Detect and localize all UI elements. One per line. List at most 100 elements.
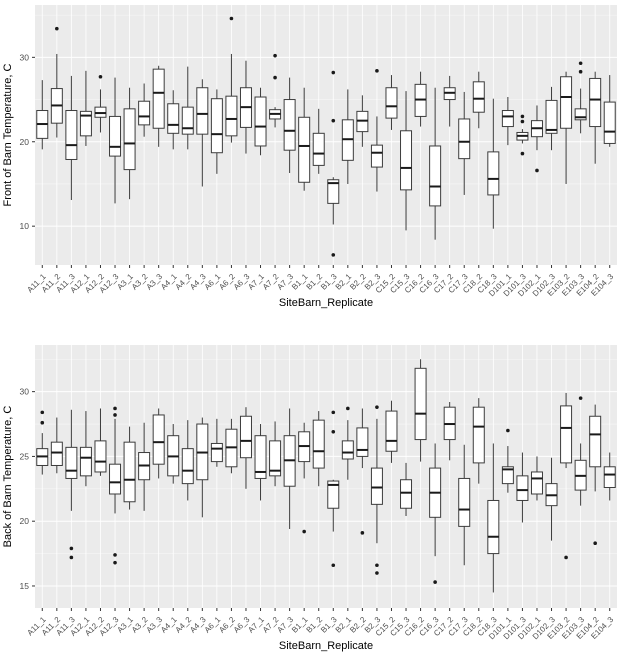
outlier-point <box>375 69 379 73</box>
iqr-box <box>400 130 413 191</box>
outlier-point <box>69 546 74 551</box>
boxplot-C18_3 <box>487 443 500 593</box>
iqr-box <box>589 77 602 128</box>
outlier-point <box>578 69 583 74</box>
boxplot-A11_1 <box>36 80 49 150</box>
outlier-point <box>375 571 379 575</box>
outlier-point <box>40 410 45 415</box>
boxplot-A4_1 <box>167 90 180 150</box>
boxplot-C18_2 <box>472 398 485 484</box>
back-barn-chart-figure: 15 20 25 30 A11_1 A11_2 A11_3 A12_1 A12_2 A12_3 A3… <box>0 312 623 655</box>
outlier-point <box>375 563 379 568</box>
boxplot-A6_1 <box>210 418 223 467</box>
outlier-point <box>113 406 117 411</box>
boxplot-A3_2 <box>138 83 151 137</box>
iqr-box <box>167 103 180 134</box>
y-axis: 15 20 25 30 <box>20 387 35 591</box>
boxplot-D101_3 <box>516 114 529 156</box>
outlier-point <box>113 553 117 557</box>
y-tick-label: 25 <box>20 451 30 461</box>
iqr-box <box>356 427 369 457</box>
iqr-box <box>429 145 442 207</box>
boxplot-C15_3 <box>400 91 413 231</box>
iqr-box <box>414 367 427 441</box>
boxplot-A4_3 <box>196 417 209 518</box>
outlier-point <box>360 531 365 535</box>
boxplot-B1_3 <box>327 410 340 568</box>
boxplot-A11_2 <box>50 417 63 474</box>
boxplot-D102_1 <box>530 456 543 501</box>
boxplot-A7_3 <box>283 408 296 529</box>
iqr-box <box>458 477 471 527</box>
outlier-point <box>520 119 525 124</box>
iqr-box <box>65 446 78 479</box>
iqr-box <box>298 116 311 183</box>
iqr-box <box>487 499 500 555</box>
boxplot-A6_2 <box>225 418 238 474</box>
y-axis-title: Back of Barn Temperature, C <box>2 406 14 548</box>
boxplot-A7_3 <box>283 77 296 173</box>
iqr-box <box>487 151 500 196</box>
boxplot-A12_1 <box>79 70 92 146</box>
x-axis: A11_1A11_2A11_3A12_1A12_2A12_3A3_1A3_2A3… <box>25 608 616 641</box>
iqr-box <box>239 415 252 459</box>
boxplot-A6_3 <box>239 407 252 489</box>
y-tick-label: 10 <box>20 221 30 231</box>
outlier-point <box>331 563 336 568</box>
iqr-box <box>312 419 325 469</box>
boxplot-A6_1 <box>210 89 223 174</box>
iqr-box <box>603 466 616 489</box>
boxplot-A3_1 <box>123 87 136 200</box>
outlier-point <box>331 70 336 75</box>
iqr-box <box>589 415 602 468</box>
boxplot-A11_3 <box>65 409 78 560</box>
outlier-point <box>520 151 525 156</box>
outlier-point <box>98 74 103 79</box>
iqr-box <box>545 99 558 134</box>
outlier-point <box>578 61 583 66</box>
y-tick-label: 30 <box>20 52 30 62</box>
iqr-box <box>109 463 122 495</box>
boxplot-C18_3 <box>487 98 500 229</box>
iqr-box <box>109 115 122 157</box>
outlier-point <box>520 114 525 119</box>
front-barn-boxplot-chart: 10 20 30 A11_1A11_2A11_3A12_1A12_2A12_3A3_1… <box>2 5 617 309</box>
boxplot-A12_2 <box>94 408 107 476</box>
outlier-point <box>593 541 597 546</box>
iqr-box <box>516 475 529 501</box>
boxplot-B1_1 <box>298 422 311 534</box>
iqr-box <box>225 95 238 137</box>
boxplot-A4_2 <box>181 420 194 501</box>
outlier-point <box>113 560 117 565</box>
boxplot-B2_2 <box>356 95 369 147</box>
boxplot-E104_2 <box>589 71 602 164</box>
iqr-box <box>210 98 223 154</box>
y-tick-label: 30 <box>20 387 30 397</box>
boxplot-A6_3 <box>239 60 252 154</box>
outlier-point <box>331 118 336 123</box>
boxplot-A4_2 <box>181 66 194 150</box>
boxplot-C15_3 <box>400 462 413 517</box>
outlier-point <box>433 580 437 584</box>
boxplot-B2_2 <box>356 408 369 535</box>
iqr-box <box>50 441 63 466</box>
gridlines <box>35 345 617 608</box>
boxplot-D102_1 <box>530 105 543 173</box>
iqr-box <box>94 440 107 473</box>
boxplot-A3_3 <box>152 65 165 147</box>
outlier-point <box>55 26 59 31</box>
iqr-box <box>472 81 485 113</box>
outlier-point <box>506 428 510 433</box>
boxplot-A7_2 <box>269 421 282 487</box>
boxplot-A7_1 <box>254 424 267 501</box>
boxplot-A3_3 <box>152 408 165 479</box>
boxplot-E103_2 <box>560 392 573 560</box>
boxplot-D102_3 <box>545 86 558 151</box>
outlier-point <box>564 555 568 560</box>
outlier-point <box>331 430 336 434</box>
outlier-point <box>578 396 583 400</box>
boxplot-A12_1 <box>79 411 92 487</box>
boxplot-C17_2 <box>443 75 456 127</box>
boxplot-C18_2 <box>472 71 485 129</box>
